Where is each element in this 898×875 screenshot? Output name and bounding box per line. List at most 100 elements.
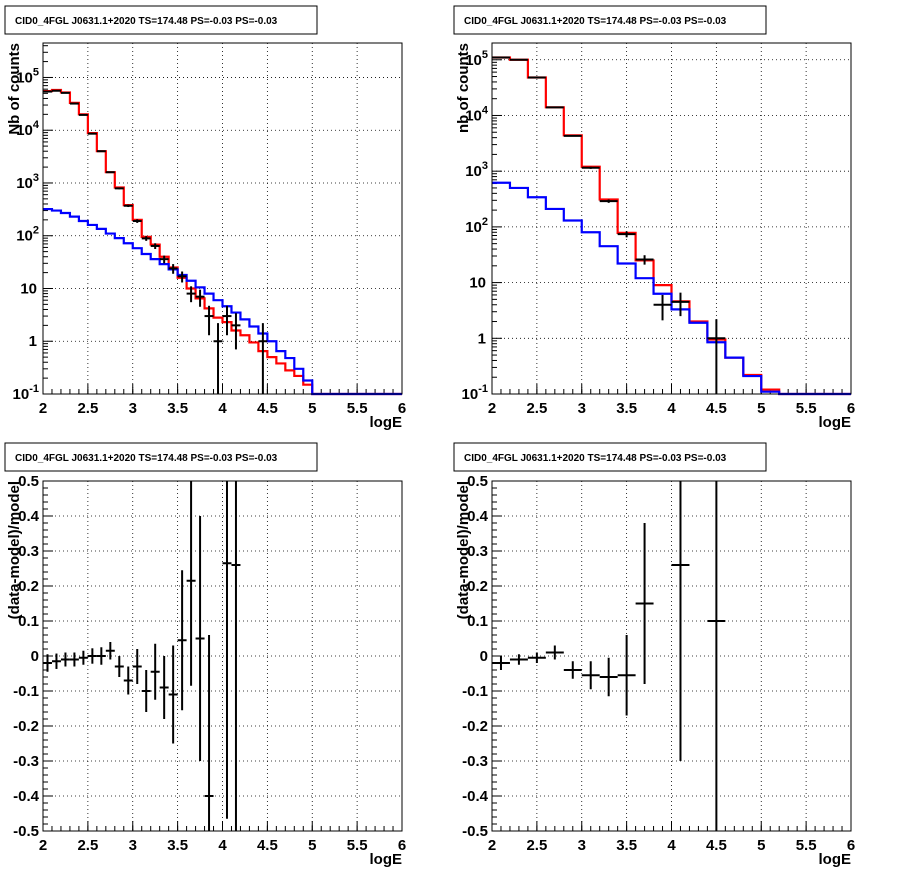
title-box xyxy=(453,442,767,472)
y-tick-label: 105 xyxy=(465,49,488,69)
plot-frame xyxy=(42,42,403,395)
data-point xyxy=(258,323,268,394)
x-tick-label: 4.5 xyxy=(257,837,278,854)
x-tick-label: 3 xyxy=(578,400,586,417)
residual-point xyxy=(114,656,124,677)
data-point xyxy=(159,255,169,264)
y-tick-label: 1 xyxy=(29,333,37,350)
data-point xyxy=(707,319,726,394)
y-tick-label: 105 xyxy=(16,66,39,86)
data-point xyxy=(213,323,223,394)
y-tick-base: 10 xyxy=(465,52,482,69)
data-point xyxy=(87,132,97,135)
y-tick-base: 10 xyxy=(465,107,482,124)
x-tick-label: 2.5 xyxy=(77,400,98,417)
x-tick-label: 4 xyxy=(218,400,227,417)
data-point xyxy=(204,305,214,336)
data-point xyxy=(527,76,546,79)
y-tick-label: 0.5 xyxy=(18,473,39,490)
y-tick-base: 10 xyxy=(16,122,33,139)
data-point xyxy=(617,231,636,238)
title-box xyxy=(4,442,318,472)
data-point xyxy=(177,271,187,283)
y-tick-label: 1 xyxy=(478,330,486,347)
x-tick-label: 4 xyxy=(667,400,676,417)
x-tick-label: 3.5 xyxy=(616,837,637,854)
data-point xyxy=(635,255,654,265)
data-point xyxy=(141,236,151,241)
residual-point xyxy=(177,570,187,711)
residual-point xyxy=(43,654,52,672)
data-point xyxy=(43,90,52,93)
residual-point xyxy=(509,654,528,665)
y-tick-label: 0.1 xyxy=(467,613,488,630)
x-tick-label: 3 xyxy=(129,837,137,854)
x-axis-label: logE xyxy=(370,414,403,431)
x-tick-label: 6 xyxy=(847,837,855,854)
data-point xyxy=(60,91,70,94)
residual-point xyxy=(204,635,214,831)
x-tick-label: 4 xyxy=(218,837,227,854)
y-tick-label: 102 xyxy=(465,216,488,236)
y-tick-base: 10 xyxy=(465,163,482,180)
y-axis-label: (data-model)/model xyxy=(6,481,23,619)
data-point xyxy=(132,219,142,223)
y-tick-exponent: 4 xyxy=(33,119,40,131)
y-tick-exponent: -1 xyxy=(29,383,39,395)
residual-point xyxy=(671,481,690,761)
y-tick-exponent: 2 xyxy=(33,225,39,237)
x-axis-label: logE xyxy=(819,851,852,868)
data-point xyxy=(150,243,160,250)
residual-point xyxy=(159,656,169,719)
residual-point xyxy=(105,642,115,660)
y-tick-label: -0.5 xyxy=(462,823,488,840)
chart-title: CID0_4FGL J0631.1+2020 TS=174.48 PS=-0.0… xyxy=(15,453,278,464)
y-tick-base: 10 xyxy=(462,386,479,403)
y-tick-label: -0.1 xyxy=(462,683,488,700)
data-point xyxy=(195,289,205,307)
y-tick-label: 0.5 xyxy=(467,473,488,490)
data-point xyxy=(105,171,115,174)
y-tick-label: 102 xyxy=(16,225,39,245)
y-tick-label: 0.3 xyxy=(18,543,39,560)
data-point xyxy=(671,292,690,317)
data-point xyxy=(96,150,106,153)
x-tick-label: 3.5 xyxy=(167,400,188,417)
y-tick-label: 10-1 xyxy=(462,383,488,403)
residual-point xyxy=(78,650,88,665)
residual-point xyxy=(150,643,160,700)
x-tick-label: 5 xyxy=(308,400,316,417)
data-point xyxy=(114,187,124,190)
x-axis-label: logE xyxy=(370,851,403,868)
x-tick-label: 5 xyxy=(757,400,765,417)
y-axis-label: Nb of counts xyxy=(6,43,23,135)
residual-point xyxy=(707,481,726,831)
x-axis-label: logE xyxy=(819,414,852,431)
y-tick-label: -0.4 xyxy=(13,788,40,805)
title-box xyxy=(4,5,318,35)
data-point xyxy=(581,166,600,169)
y-tick-base: 10 xyxy=(16,69,33,86)
chart-title: CID0_4FGL J0631.1+2020 TS=174.48 PS=-0.0… xyxy=(464,16,727,27)
y-tick-label: 0.3 xyxy=(467,543,488,560)
residual-point xyxy=(123,666,133,695)
title-box xyxy=(453,5,767,35)
x-tick-label: 2.5 xyxy=(526,400,547,417)
data-point xyxy=(69,102,79,105)
data-point xyxy=(653,294,672,321)
residual-point xyxy=(195,516,205,761)
y-tick-label: 10 xyxy=(20,280,37,297)
data-point xyxy=(78,113,88,116)
x-tick-label: 3.5 xyxy=(616,400,637,417)
y-tick-label: -0.2 xyxy=(13,718,39,735)
data-point xyxy=(222,305,232,336)
y-tick-label: 103 xyxy=(465,160,488,180)
x-tick-label: 2.5 xyxy=(526,837,547,854)
chart-title: CID0_4FGL J0631.1+2020 TS=174.48 PS=-0.0… xyxy=(464,453,727,464)
residual-point xyxy=(527,652,546,663)
residual-point xyxy=(222,481,232,819)
y-tick-label: 0 xyxy=(31,648,39,665)
x-tick-label: 4.5 xyxy=(257,400,278,417)
y-tick-label: 0.2 xyxy=(467,578,488,595)
